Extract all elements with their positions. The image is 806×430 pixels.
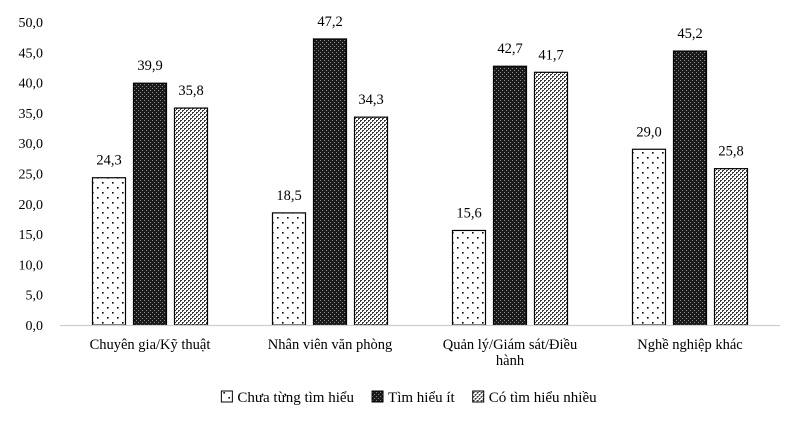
legend: Chưa từng tìm hiểu Tìm hiểu ít Có tìm hiểu…: [220, 390, 597, 406]
category-label: Nghề nghiệp khác: [637, 337, 743, 353]
legend-item-light-checker: Có tìm hiểu nhiều: [472, 390, 597, 406]
y-tick-label: 0,0: [26, 319, 44, 334]
data-label: 39,9: [137, 58, 162, 74]
y-tick-label: 50,0: [19, 16, 44, 31]
legend-label: Chưa từng tìm hiểu: [237, 390, 354, 406]
legend-label: Có tìm hiểu nhiều: [489, 390, 597, 406]
bar-dark-checker-2: [492, 65, 528, 326]
bars-group: [91, 38, 749, 326]
data-label: 34,3: [358, 92, 383, 108]
data-label: 18,5: [276, 188, 301, 204]
x-axis: Chuyên gia/Kỹ thuật Nhân viên văn phòng Qu…: [60, 324, 780, 369]
bar-sparse-dots-1: [271, 212, 307, 326]
bar-light-checker-3: [713, 168, 749, 326]
category-label: hành: [496, 353, 525, 369]
data-labels-group: 24,3 39,9 35,8 18,5 47,2 34,3 15,6 42,7 41,7 29,0…: [96, 14, 743, 221]
bar-light-checker-0: [173, 107, 209, 326]
legend-swatch: [220, 390, 233, 403]
legend-item-dark-checker: Tìm hiểu ít: [371, 390, 456, 406]
data-label: 35,8: [178, 83, 203, 99]
category-label: Nhân viên văn phòng: [268, 337, 392, 353]
legend-label: Tìm hiểu ít: [388, 390, 455, 406]
bar-sparse-dots-3: [631, 148, 667, 326]
data-label: 25,8: [718, 144, 743, 160]
data-label: 29,0: [636, 124, 661, 140]
category-label: Chuyên gia/Kỹ thuật: [90, 337, 211, 353]
bar-sparse-dots-2: [451, 229, 487, 326]
bar-sparse-dots-0: [91, 177, 127, 326]
data-label: 15,6: [456, 205, 481, 221]
y-tick-label: 40,0: [19, 77, 44, 92]
bar-dark-checker-3: [672, 50, 708, 326]
y-tick-label: 25,0: [19, 168, 44, 183]
data-label: 47,2: [317, 14, 342, 30]
y-tick-label: 5,0: [26, 289, 44, 304]
legend-item-sparse-dots: Chưa từng tìm hiểu: [220, 390, 355, 406]
bar-light-checker-2: [533, 71, 569, 326]
y-tick-label: 30,0: [19, 137, 44, 152]
y-tick-label: 35,0: [19, 107, 44, 122]
y-tick-label: 15,0: [19, 228, 44, 243]
y-tick-label: 10,0: [19, 258, 44, 273]
data-label: 45,2: [677, 26, 702, 42]
bar-light-checker-1: [353, 116, 389, 326]
bar-dark-checker-0: [132, 82, 168, 326]
y-tick-label: 45,0: [19, 46, 44, 61]
legend-swatch: [371, 390, 384, 403]
category-label: Quản lý/Giám sát/Điều: [443, 337, 578, 353]
data-label: 41,7: [538, 47, 563, 63]
data-label: 24,3: [96, 153, 121, 169]
data-label: 42,7: [497, 41, 522, 57]
bar-dark-checker-1: [312, 38, 348, 326]
y-axis: 0,0 5,0 10,0 15,0 20,0 25,0 30,0 35,0 40,0 45,0 50…: [19, 16, 44, 334]
y-tick-label: 20,0: [19, 198, 44, 213]
legend-swatch: [472, 390, 485, 403]
